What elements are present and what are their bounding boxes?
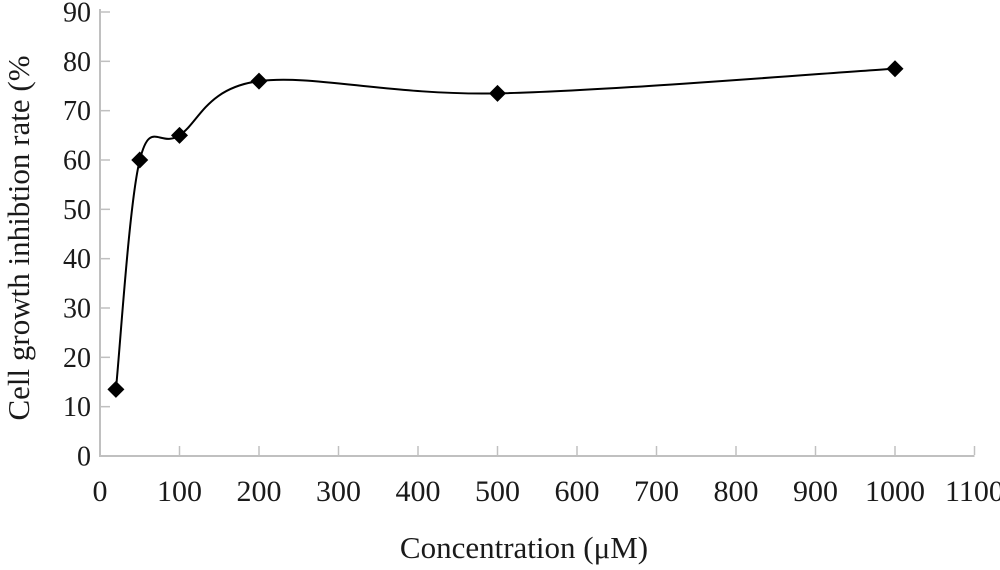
x-tick-label: 700 xyxy=(634,475,679,508)
y-tick-label: 80 xyxy=(63,47,91,78)
data-point-marker xyxy=(250,72,268,90)
y-tick-label: 10 xyxy=(63,392,91,423)
y-tick-label: 30 xyxy=(63,294,91,325)
x-tick-label: 500 xyxy=(475,475,520,508)
series-line xyxy=(114,67,896,390)
x-axis-title: Concentration (μM) xyxy=(399,530,649,565)
y-tick-label: 60 xyxy=(63,146,91,177)
y-tick-label: 20 xyxy=(63,343,91,374)
x-tick-label: 800 xyxy=(714,475,759,508)
x-tick-label: 300 xyxy=(316,475,361,508)
y-tick-label: 0 xyxy=(77,442,91,473)
x-tick-label: 0 xyxy=(93,475,108,508)
x-tick-label: 900 xyxy=(793,475,838,508)
x-tick-label: 1100 xyxy=(945,475,1000,508)
data-point-marker xyxy=(171,126,188,144)
x-tick-label: 100 xyxy=(157,475,202,508)
x-tick-label: 200 xyxy=(237,475,282,508)
data-point-marker xyxy=(131,151,149,169)
x-tick-label: 600 xyxy=(555,475,600,508)
y-tick-label: 50 xyxy=(63,195,91,226)
x-tick-label: 1000 xyxy=(865,475,925,508)
y-tick-label: 90 xyxy=(63,0,91,29)
data-point-marker xyxy=(886,60,904,78)
x-tick-label: 400 xyxy=(396,475,441,508)
data-point-marker xyxy=(107,380,125,398)
y-tick-label: 70 xyxy=(63,96,91,127)
data-point-marker xyxy=(489,84,506,102)
y-tick-label: 40 xyxy=(63,244,91,275)
